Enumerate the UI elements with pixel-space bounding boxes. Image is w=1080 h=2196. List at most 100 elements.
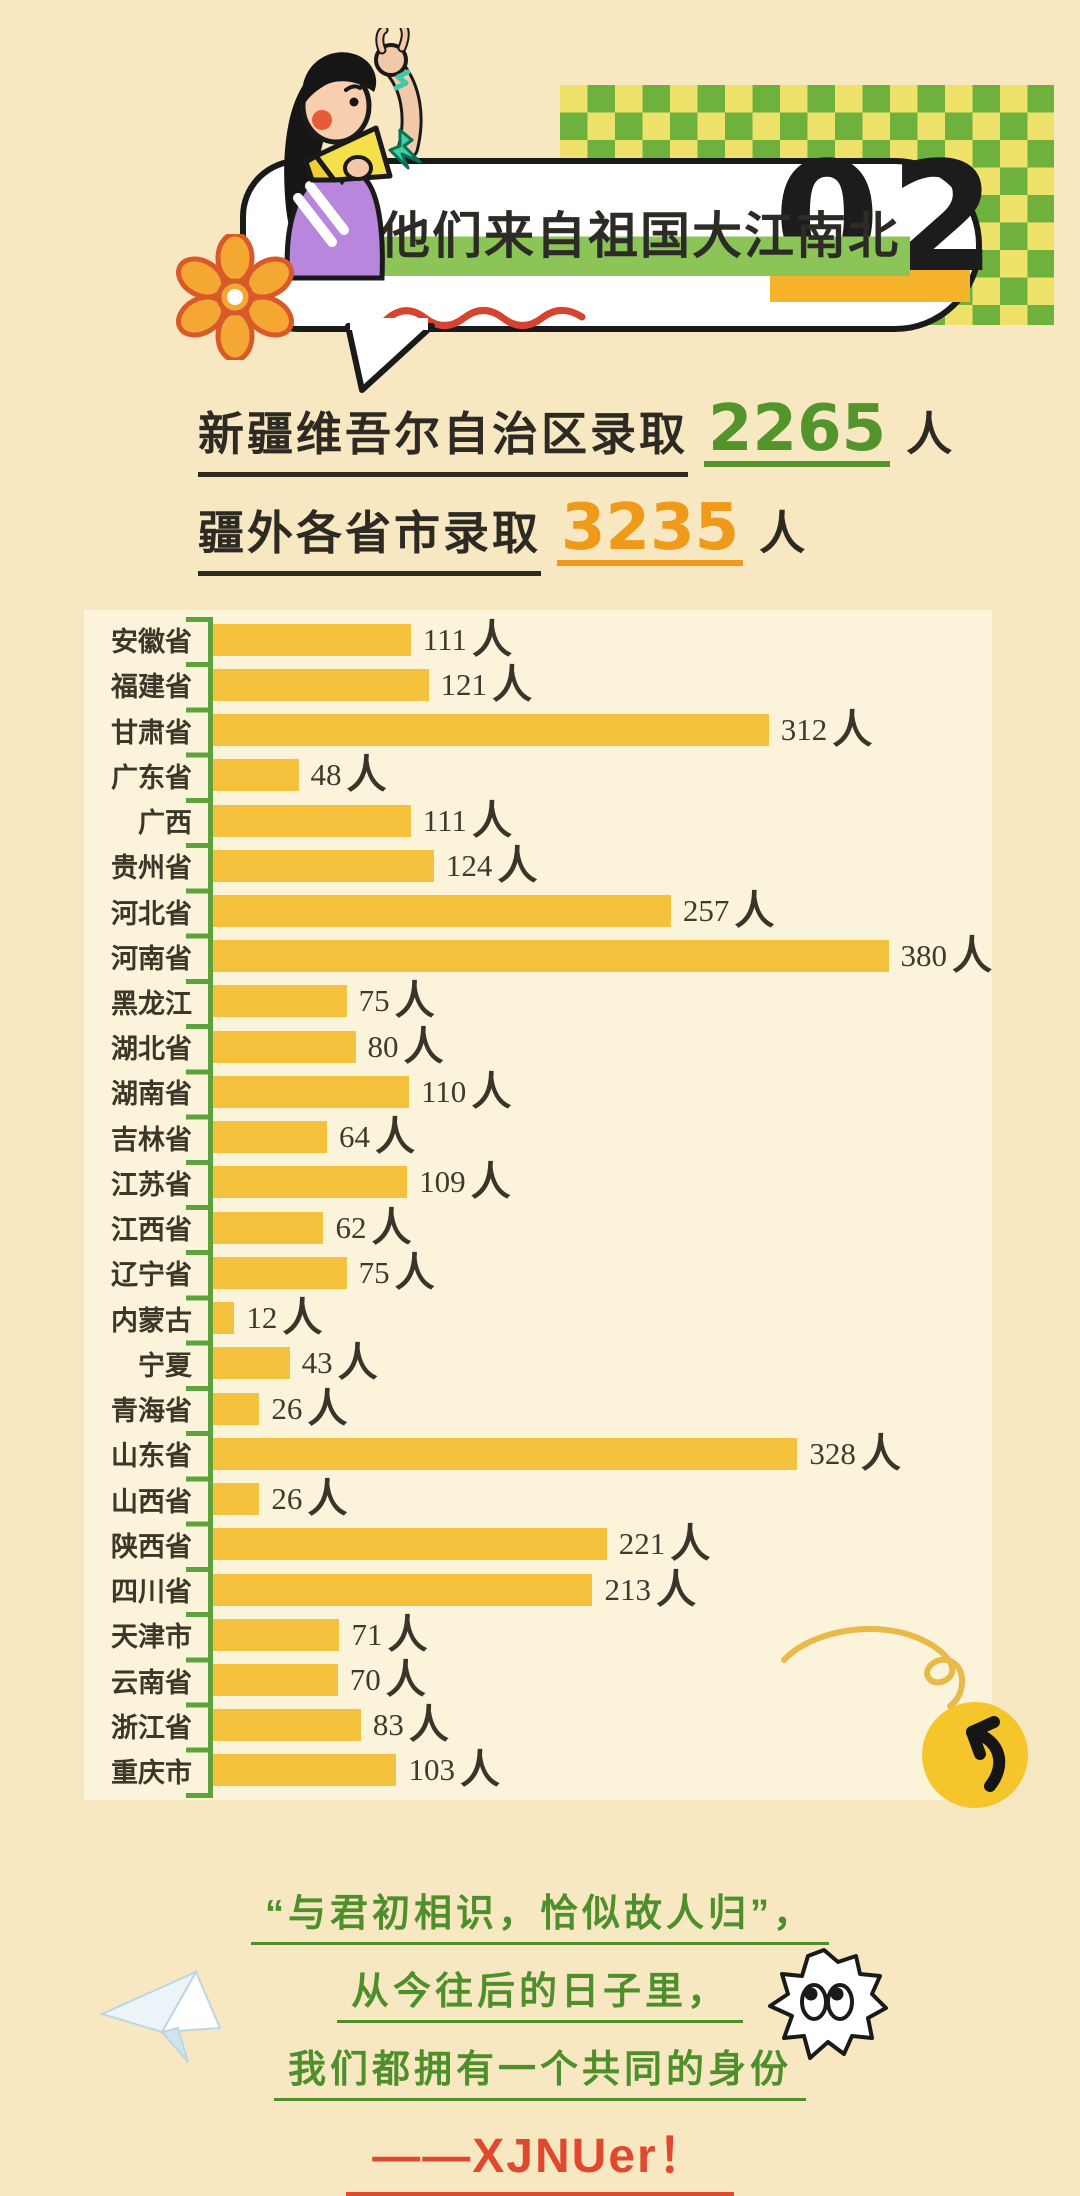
value-label: 221 人 <box>618 1522 711 1567</box>
bar <box>213 1256 347 1289</box>
value-label: 80 人 <box>367 1024 444 1069</box>
chart-row: 安徽省 111 人 <box>84 617 992 662</box>
category-label: 江苏省 <box>111 1169 192 1200</box>
value-label: 71 人 <box>351 1612 428 1657</box>
chart-row: 江苏省 109 人 <box>84 1160 992 1205</box>
bar-track: 328 人 <box>213 1434 992 1474</box>
chart-row: 宁夏 43 人 <box>84 1341 992 1386</box>
value-label: 257 人 <box>682 889 775 934</box>
category-label: 青海省 <box>111 1396 192 1427</box>
value-label: 70 人 <box>349 1658 426 1702</box>
bar <box>213 714 769 747</box>
summary-line-2-unit: 人 <box>759 507 806 559</box>
category-label: 贵州省 <box>111 853 192 884</box>
bar-track: 103 人 <box>213 1750 992 1790</box>
swirl-line-icon <box>781 1626 966 1709</box>
bar <box>213 804 411 837</box>
bar <box>213 1302 235 1335</box>
bar-track: 312 人 <box>213 710 992 750</box>
chart-row: 黑龙江 75 人 <box>84 979 992 1024</box>
footer-line-2: 从今往后的日子里， <box>336 1960 743 2023</box>
bar <box>213 1664 338 1696</box>
category-label: 广东省 <box>111 762 192 793</box>
summary-line-1-text: 新疆维吾尔自治区录取 <box>198 398 688 477</box>
bar <box>213 1528 607 1561</box>
bar <box>213 1347 290 1380</box>
bar-track: 121 人 <box>213 665 992 705</box>
category-label: 广西 <box>138 808 192 839</box>
bar-track: 70 人 <box>213 1660 992 1700</box>
paper-airplane-icon <box>100 1970 222 2063</box>
summary-line-2-text: 疆外各省市录取 <box>198 497 541 576</box>
bar <box>213 1075 409 1108</box>
bar <box>213 940 889 973</box>
bar-track: 110 人 <box>213 1072 992 1112</box>
bar-track: 64 人 <box>213 1117 992 1157</box>
chart-row: 青海省 26 人 <box>84 1386 992 1431</box>
value-label: 26 人 <box>271 1477 348 1522</box>
chart-row: 浙江省 83 人 <box>84 1703 992 1748</box>
chart-row: 吉林省 64 人 <box>84 1115 992 1160</box>
value-label: 26 人 <box>271 1386 348 1431</box>
bar <box>213 623 411 656</box>
value-label: 111 人 <box>422 617 512 662</box>
category-label: 云南省 <box>111 1667 192 1698</box>
chart-row: 湖北省 80 人 <box>84 1024 992 1069</box>
value-label: 121 人 <box>440 662 533 707</box>
chart-rows: 安徽省 111 人福建省 121 人甘肃省 312 人广东省 48 人广西 111 人贵州省 124 人… <box>84 617 992 1793</box>
value-label: 380 人 <box>900 934 993 979</box>
bar <box>213 849 434 882</box>
summary-line-2: 疆外各省市录取 3235 人 <box>198 496 952 576</box>
value-label: 64 人 <box>339 1115 415 1160</box>
bar <box>213 1392 260 1425</box>
bar-track: 380 人 <box>213 936 992 976</box>
category-label: 辽宁省 <box>111 1260 192 1291</box>
chart-row: 陕西省 221 人 <box>84 1522 992 1567</box>
bar <box>213 1437 798 1470</box>
chart-row: 广西 111 人 <box>84 798 992 843</box>
category-label: 安徽省 <box>111 627 192 658</box>
chart-row: 内蒙古 12 人 <box>84 1296 992 1341</box>
bar-track: 111 人 <box>213 620 992 660</box>
category-label: 山东省 <box>111 1441 192 1472</box>
bar <box>213 1573 593 1606</box>
value-label: 109 人 <box>419 1160 511 1205</box>
value-label: 111 人 <box>422 798 512 843</box>
chart-row: 福建省 121 人 <box>84 662 992 707</box>
value-label: 312 人 <box>780 708 873 753</box>
bar <box>213 1754 397 1787</box>
bar-track: 71 人 <box>213 1615 992 1655</box>
chart-row: 山西省 26 人 <box>84 1476 992 1521</box>
value-label: 48 人 <box>310 753 387 798</box>
bar-track: 26 人 <box>213 1389 992 1429</box>
googly-eyes-blob-icon <box>768 1948 888 2060</box>
summary-block: 新疆维吾尔自治区录取 2265 人 疆外各省市录取 3235 人 <box>198 397 953 596</box>
chart-row: 河南省 380 人 <box>84 934 992 979</box>
bar <box>213 1211 324 1244</box>
wavy-underline-icon <box>382 306 586 329</box>
category-label: 福建省 <box>111 672 192 703</box>
bar <box>213 895 671 928</box>
category-label: 湖北省 <box>111 1034 192 1065</box>
category-label: 陕西省 <box>111 1531 192 1562</box>
girl-with-megaphone-illustration <box>284 28 423 281</box>
category-label: 甘肃省 <box>111 717 192 748</box>
chart-row: 湖南省 110 人 <box>84 1069 992 1114</box>
bar <box>213 1618 340 1651</box>
value-label: 110 人 <box>420 1069 512 1114</box>
category-label: 重庆市 <box>111 1757 192 1788</box>
bar-track: 48 人 <box>213 755 992 795</box>
bar <box>213 1030 356 1063</box>
bar <box>213 1709 361 1742</box>
chart-row: 辽宁省 75 人 <box>84 1250 992 1295</box>
summary-line-1-unit: 人 <box>906 408 953 460</box>
value-label: 124 人 <box>445 843 538 888</box>
chart-row: 四川省 213 人 <box>84 1567 992 1612</box>
bar-track: 43 人 <box>213 1343 992 1383</box>
bar-track: 257 人 <box>213 891 992 931</box>
value-label: 62 人 <box>335 1205 412 1250</box>
footer-block: “与君初相识，恰似故人归”， 从今往后的日子里， 我们都拥有一个共同的身份 ——… <box>0 1882 1080 2196</box>
bar <box>213 1483 260 1516</box>
bar-track: 62 人 <box>213 1208 992 1248</box>
category-label: 河北省 <box>111 898 192 929</box>
